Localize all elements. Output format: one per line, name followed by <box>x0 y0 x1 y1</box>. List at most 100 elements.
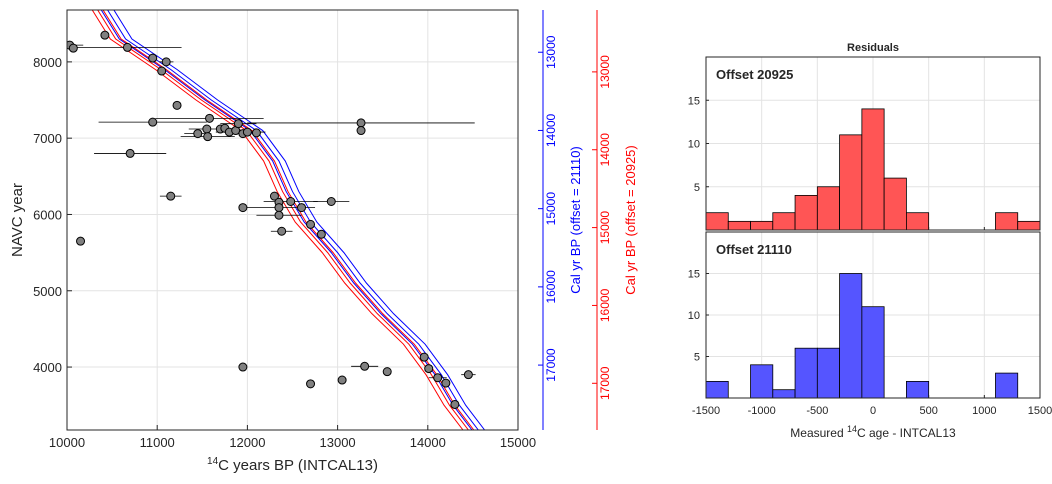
data-point <box>306 379 316 389</box>
secondary-tick-label: 13000 <box>544 35 558 69</box>
plot-background <box>67 10 518 430</box>
data-point <box>450 399 460 409</box>
data-point <box>382 367 392 377</box>
histogram-bar <box>794 347 818 399</box>
data-point <box>193 129 203 139</box>
x-tick-label: 1000 <box>972 405 996 417</box>
calibration-curve <box>97 10 469 430</box>
histogram-bar <box>750 364 774 399</box>
histogram-bar <box>995 212 1019 231</box>
secondary-tick-label: 13000 <box>598 55 612 89</box>
x-tick-label: -1500 <box>692 405 720 417</box>
data-point <box>76 236 86 246</box>
x-tick-label: 500 <box>919 405 937 417</box>
superscript: 14 <box>207 456 219 467</box>
data-point <box>306 219 316 229</box>
y-tick-label: 4000 <box>33 360 62 375</box>
calibration-curve <box>91 10 464 430</box>
x-tick-label: 0 <box>870 405 876 417</box>
data-point <box>286 196 296 206</box>
histogram-bar <box>883 177 907 231</box>
y-tick-label: 6000 <box>33 207 62 222</box>
x-axis-label: Measured 14C age - INTCAL13 <box>790 424 956 440</box>
histogram-bar <box>705 212 729 231</box>
histogram-bar <box>705 380 729 399</box>
data-point <box>148 53 158 63</box>
data-point <box>122 42 132 52</box>
data-point <box>166 191 176 201</box>
histogram-bar <box>906 212 930 231</box>
y-tick-label: 10 <box>688 139 700 151</box>
y-tick-label: 15 <box>688 95 700 107</box>
secondary-axis-label: Cal yr BP (offset = 20925) <box>623 145 638 294</box>
panel-frame <box>705 231 1041 399</box>
y-axis-label: NAVC year <box>9 183 26 257</box>
data-point <box>441 378 451 388</box>
data-point <box>360 361 370 371</box>
plot-frame <box>66 9 519 431</box>
y-tick-label: 8000 <box>33 55 62 70</box>
histogram-bar <box>794 194 818 231</box>
y-tick-label: 10 <box>688 310 700 322</box>
data-point <box>172 100 182 110</box>
plot-area <box>67 10 486 430</box>
x-tick-label: 11000 <box>140 435 175 450</box>
data-point <box>148 117 158 127</box>
histogram-bar <box>861 108 885 231</box>
panel-frame <box>705 56 1041 231</box>
histogram-bar <box>816 347 840 399</box>
calibration-curve <box>113 10 486 430</box>
histogram-bar <box>772 389 796 399</box>
y-tick-label: 5000 <box>33 284 62 299</box>
axis-label-part: 14 <box>847 424 857 434</box>
histogram-bar <box>1017 220 1041 231</box>
x-tick-label: 13000 <box>320 435 356 450</box>
data-point <box>68 43 78 53</box>
secondary-tick-label: 16000 <box>544 270 558 304</box>
data-point <box>356 118 366 128</box>
data-point <box>337 375 347 385</box>
histogram-bar <box>727 220 751 231</box>
x-tick-label: -1000 <box>748 405 776 417</box>
axis-label-text: C years BP (INTCAL13) <box>218 457 378 474</box>
axis-label-part: C age - INTCAL13 <box>857 426 956 440</box>
y-tick-label: 15 <box>688 269 700 281</box>
x-tick-label: 14000 <box>410 435 446 450</box>
x-tick-label: 15000 <box>500 435 536 450</box>
x-axis-label: 14C years BP (INTCAL13) <box>207 456 378 474</box>
histogram-bar <box>772 212 796 231</box>
y-tick-label: 5 <box>694 352 700 364</box>
panel-label: Offset 20925 <box>716 67 793 82</box>
data-point <box>297 203 307 213</box>
histogram-bar <box>861 306 885 399</box>
x-tick-label: 12000 <box>229 435 265 450</box>
data-point <box>238 203 248 213</box>
data-point <box>419 352 429 362</box>
secondary-tick-label: 14000 <box>598 133 612 167</box>
secondary-tick-label: 16000 <box>598 288 612 322</box>
data-point <box>356 126 366 136</box>
x-tick-label: -500 <box>806 405 828 417</box>
data-point <box>274 203 284 213</box>
data-point <box>269 191 279 201</box>
secondary-tick-label: 15000 <box>598 211 612 245</box>
histogram-bar <box>906 380 930 399</box>
chart-title: Residuals <box>847 42 899 54</box>
data-point <box>202 124 212 134</box>
data-point <box>238 362 248 372</box>
y-tick-label: 5 <box>694 182 700 194</box>
histogram-bar <box>995 372 1019 399</box>
histogram-bar <box>816 186 840 231</box>
data-point <box>463 370 473 380</box>
secondary-tick-label: 14000 <box>544 113 558 147</box>
data-point <box>251 128 261 138</box>
data-point <box>277 226 287 236</box>
x-tick-label: 1500 <box>1028 405 1052 417</box>
secondary-tick-label: 17000 <box>544 348 558 382</box>
data-point <box>205 113 215 123</box>
data-point <box>433 373 443 383</box>
histogram-bar <box>750 220 774 231</box>
data-point <box>100 30 110 40</box>
